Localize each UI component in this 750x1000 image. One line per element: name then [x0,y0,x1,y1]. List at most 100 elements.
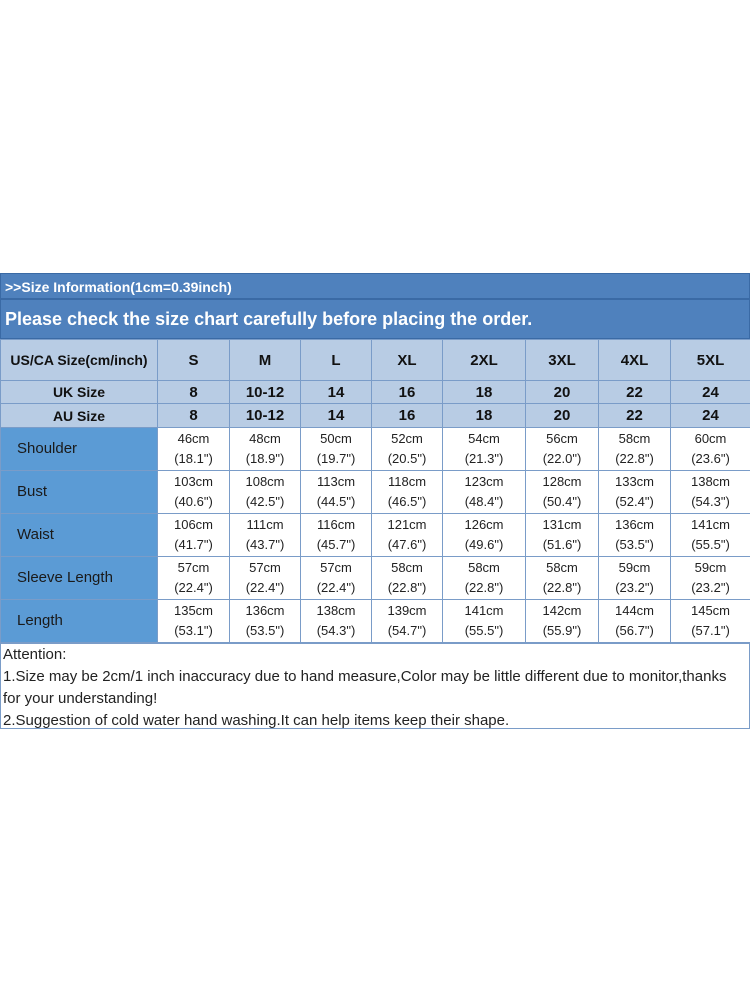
size-cell: L [300,339,372,381]
measurement-cell: 142cm (55.9") [525,599,599,643]
size-header-row: US/CA Size(cm/inch) S M L XL 2XL 3XL 4XL 5XL [0,339,750,381]
size-cell: 22 [598,380,671,404]
cm-value: 145cm [690,603,731,618]
inch-value: (55.5") [691,537,730,552]
inch-value: (19.7") [316,451,356,466]
measurement-cell: 50cm (19.7") [300,427,372,471]
attention-title: Attention: [3,646,67,663]
size-chart: >>Size Information(1cm=0.39inch) Please … [0,273,750,729]
cm-value: 141cm [690,517,731,532]
size-table: US/CA Size(cm/inch) S M L XL 2XL 3XL 4XL 5XL UK S… [0,339,750,643]
measurement-cell: 58cm (22.8") [598,427,671,471]
measurement-cell: 138cm (54.3") [670,470,750,514]
measurement-cell: 116cm (45.7") [300,513,372,557]
cm-value: 135cm [173,603,214,618]
measurement-cell: 113cm (44.5") [300,470,372,514]
measurement-cell: 123cm (48.4") [442,470,526,514]
measurement-cell: 103cm (40.6") [157,470,230,514]
measurement-cell: 58cm (22.8") [371,556,443,600]
inch-value: (22.8") [615,451,654,466]
size-cell: 5XL [670,339,750,381]
inch-value: (41.7") [174,537,213,552]
inch-value: (18.9") [245,451,285,466]
inch-value: (44.5") [316,494,356,509]
size-cell: 10-12 [229,403,301,428]
size-cell: 18 [442,380,526,404]
measurement-label: Shoulder [0,427,158,471]
cm-value: 57cm [177,560,210,575]
inch-value: (56.7") [615,623,654,638]
size-cell: 8 [157,403,230,428]
measurement-cell: 121cm (47.6") [371,513,443,557]
inch-value: (54.3") [316,623,356,638]
measurement-row: Shoulder 46cm (18.1") 48cm (18.9") 50cm (19.7"… [0,427,750,471]
header-label: AU Size [0,403,158,428]
measurement-cell: 118cm (46.5") [371,470,443,514]
inch-value: (20.5") [387,451,427,466]
measurement-cell: 57cm (22.4") [157,556,230,600]
cm-value: 133cm [614,474,655,489]
cm-value: 48cm [249,431,281,446]
cm-value: 58cm [618,431,651,446]
size-notice: Please check the size chart carefully be… [0,299,750,339]
size-cell: 3XL [525,339,599,381]
inch-value: (22.8") [542,580,582,595]
inch-value: (54.3") [691,494,730,509]
inch-value: (50.4") [542,494,582,509]
cm-value: 118cm [387,474,427,489]
measurement-cell: 59cm (23.2") [598,556,671,600]
cm-value: 58cm [546,560,578,575]
inch-value: (55.5") [464,623,504,638]
inch-value: (22.4") [245,580,285,595]
cm-value: 144cm [614,603,655,618]
cm-value: 57cm [320,560,352,575]
inch-value: (18.1") [174,451,213,466]
measurement-row: Bust 103cm (40.6") 108cm (42.5") 113cm (44.5")… [0,470,750,514]
inch-value: (22.4") [316,580,356,595]
attention-notes: Attention: 1.Size may be 2cm/1 inch inac… [0,643,750,729]
inch-value: (53.5") [245,623,285,638]
measurement-cell: 60cm (23.6") [670,427,750,471]
size-cell: 16 [371,380,443,404]
measurement-label: Waist [0,513,158,557]
cm-value: 58cm [391,560,423,575]
cm-value: 113cm [316,474,356,489]
cm-value: 56cm [546,431,578,446]
attention-note-1: 1.Size may be 2cm/1 inch inaccuracy due … [3,668,727,707]
measurement-row: Length 135cm (53.1") 136cm (53.5") 138cm (54.3… [0,599,750,643]
cm-value: 46cm [177,431,210,446]
measurement-cell: 131cm (51.6") [525,513,599,557]
cm-value: 136cm [245,603,285,618]
inch-value: (57.1") [691,623,730,638]
measurement-cell: 58cm (22.8") [525,556,599,600]
measurement-cell: 145cm (57.1") [670,599,750,643]
measurement-cell: 57cm (22.4") [229,556,301,600]
measurement-cell: 141cm (55.5") [670,513,750,557]
measurement-label: Sleeve Length [0,556,158,600]
inch-value: (21.3") [464,451,504,466]
cm-value: 116cm [316,517,356,532]
cm-value: 59cm [618,560,651,575]
cm-value: 141cm [464,603,504,618]
inch-value: (48.4") [464,494,504,509]
cm-value: 60cm [694,431,727,446]
measurement-cell: 108cm (42.5") [229,470,301,514]
measurement-cell: 52cm (20.5") [371,427,443,471]
inch-value: (51.6") [542,537,582,552]
measurement-cell: 138cm (54.3") [300,599,372,643]
inch-value: (23.2") [615,580,654,595]
size-cell: 24 [670,403,750,428]
size-cell: 20 [525,380,599,404]
measurement-label: Bust [0,470,158,514]
size-cell: 8 [157,380,230,404]
inch-value: (49.6") [464,537,504,552]
size-cell: 16 [371,403,443,428]
attention-note-2: 2.Suggestion of cold water hand washing.… [3,712,510,729]
cm-value: 59cm [694,560,727,575]
header-label: US/CA Size(cm/inch) [0,339,158,381]
inch-value: (52.4") [615,494,654,509]
cm-value: 50cm [320,431,352,446]
inch-value: (22.8") [464,580,504,595]
measurement-cell: 144cm (56.7") [598,599,671,643]
measurement-cell: 141cm (55.5") [442,599,526,643]
